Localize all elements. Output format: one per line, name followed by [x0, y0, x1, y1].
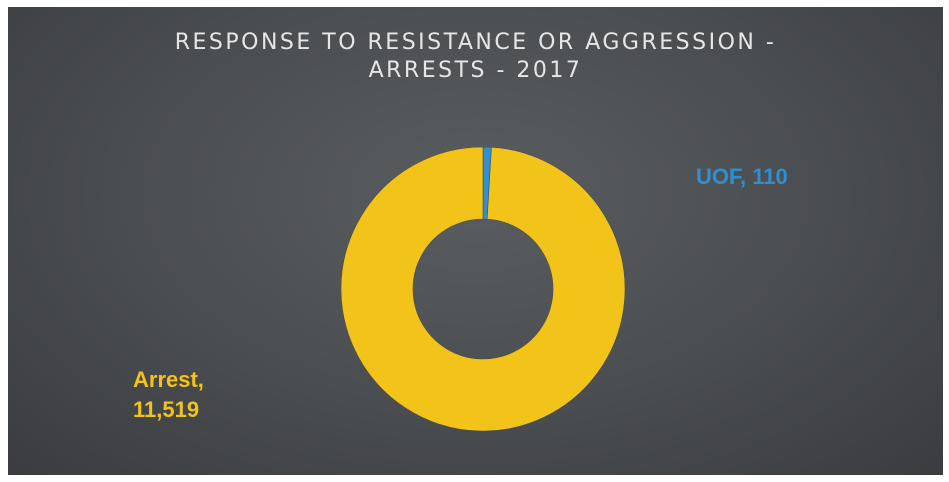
- slice-label-arrest-value: 11,519: [133, 395, 204, 425]
- slice-label-uof: UOF, 110: [696, 162, 788, 192]
- slice-label-arrest-name: Arrest,: [133, 365, 204, 395]
- donut-slice-arrest: [341, 147, 625, 431]
- chart-slide: RESPONSE TO RESISTANCE OR AGGRESSION - A…: [8, 7, 943, 475]
- slice-label-uof-text: UOF, 110: [696, 162, 788, 192]
- slice-label-arrest: Arrest, 11,519: [133, 365, 204, 425]
